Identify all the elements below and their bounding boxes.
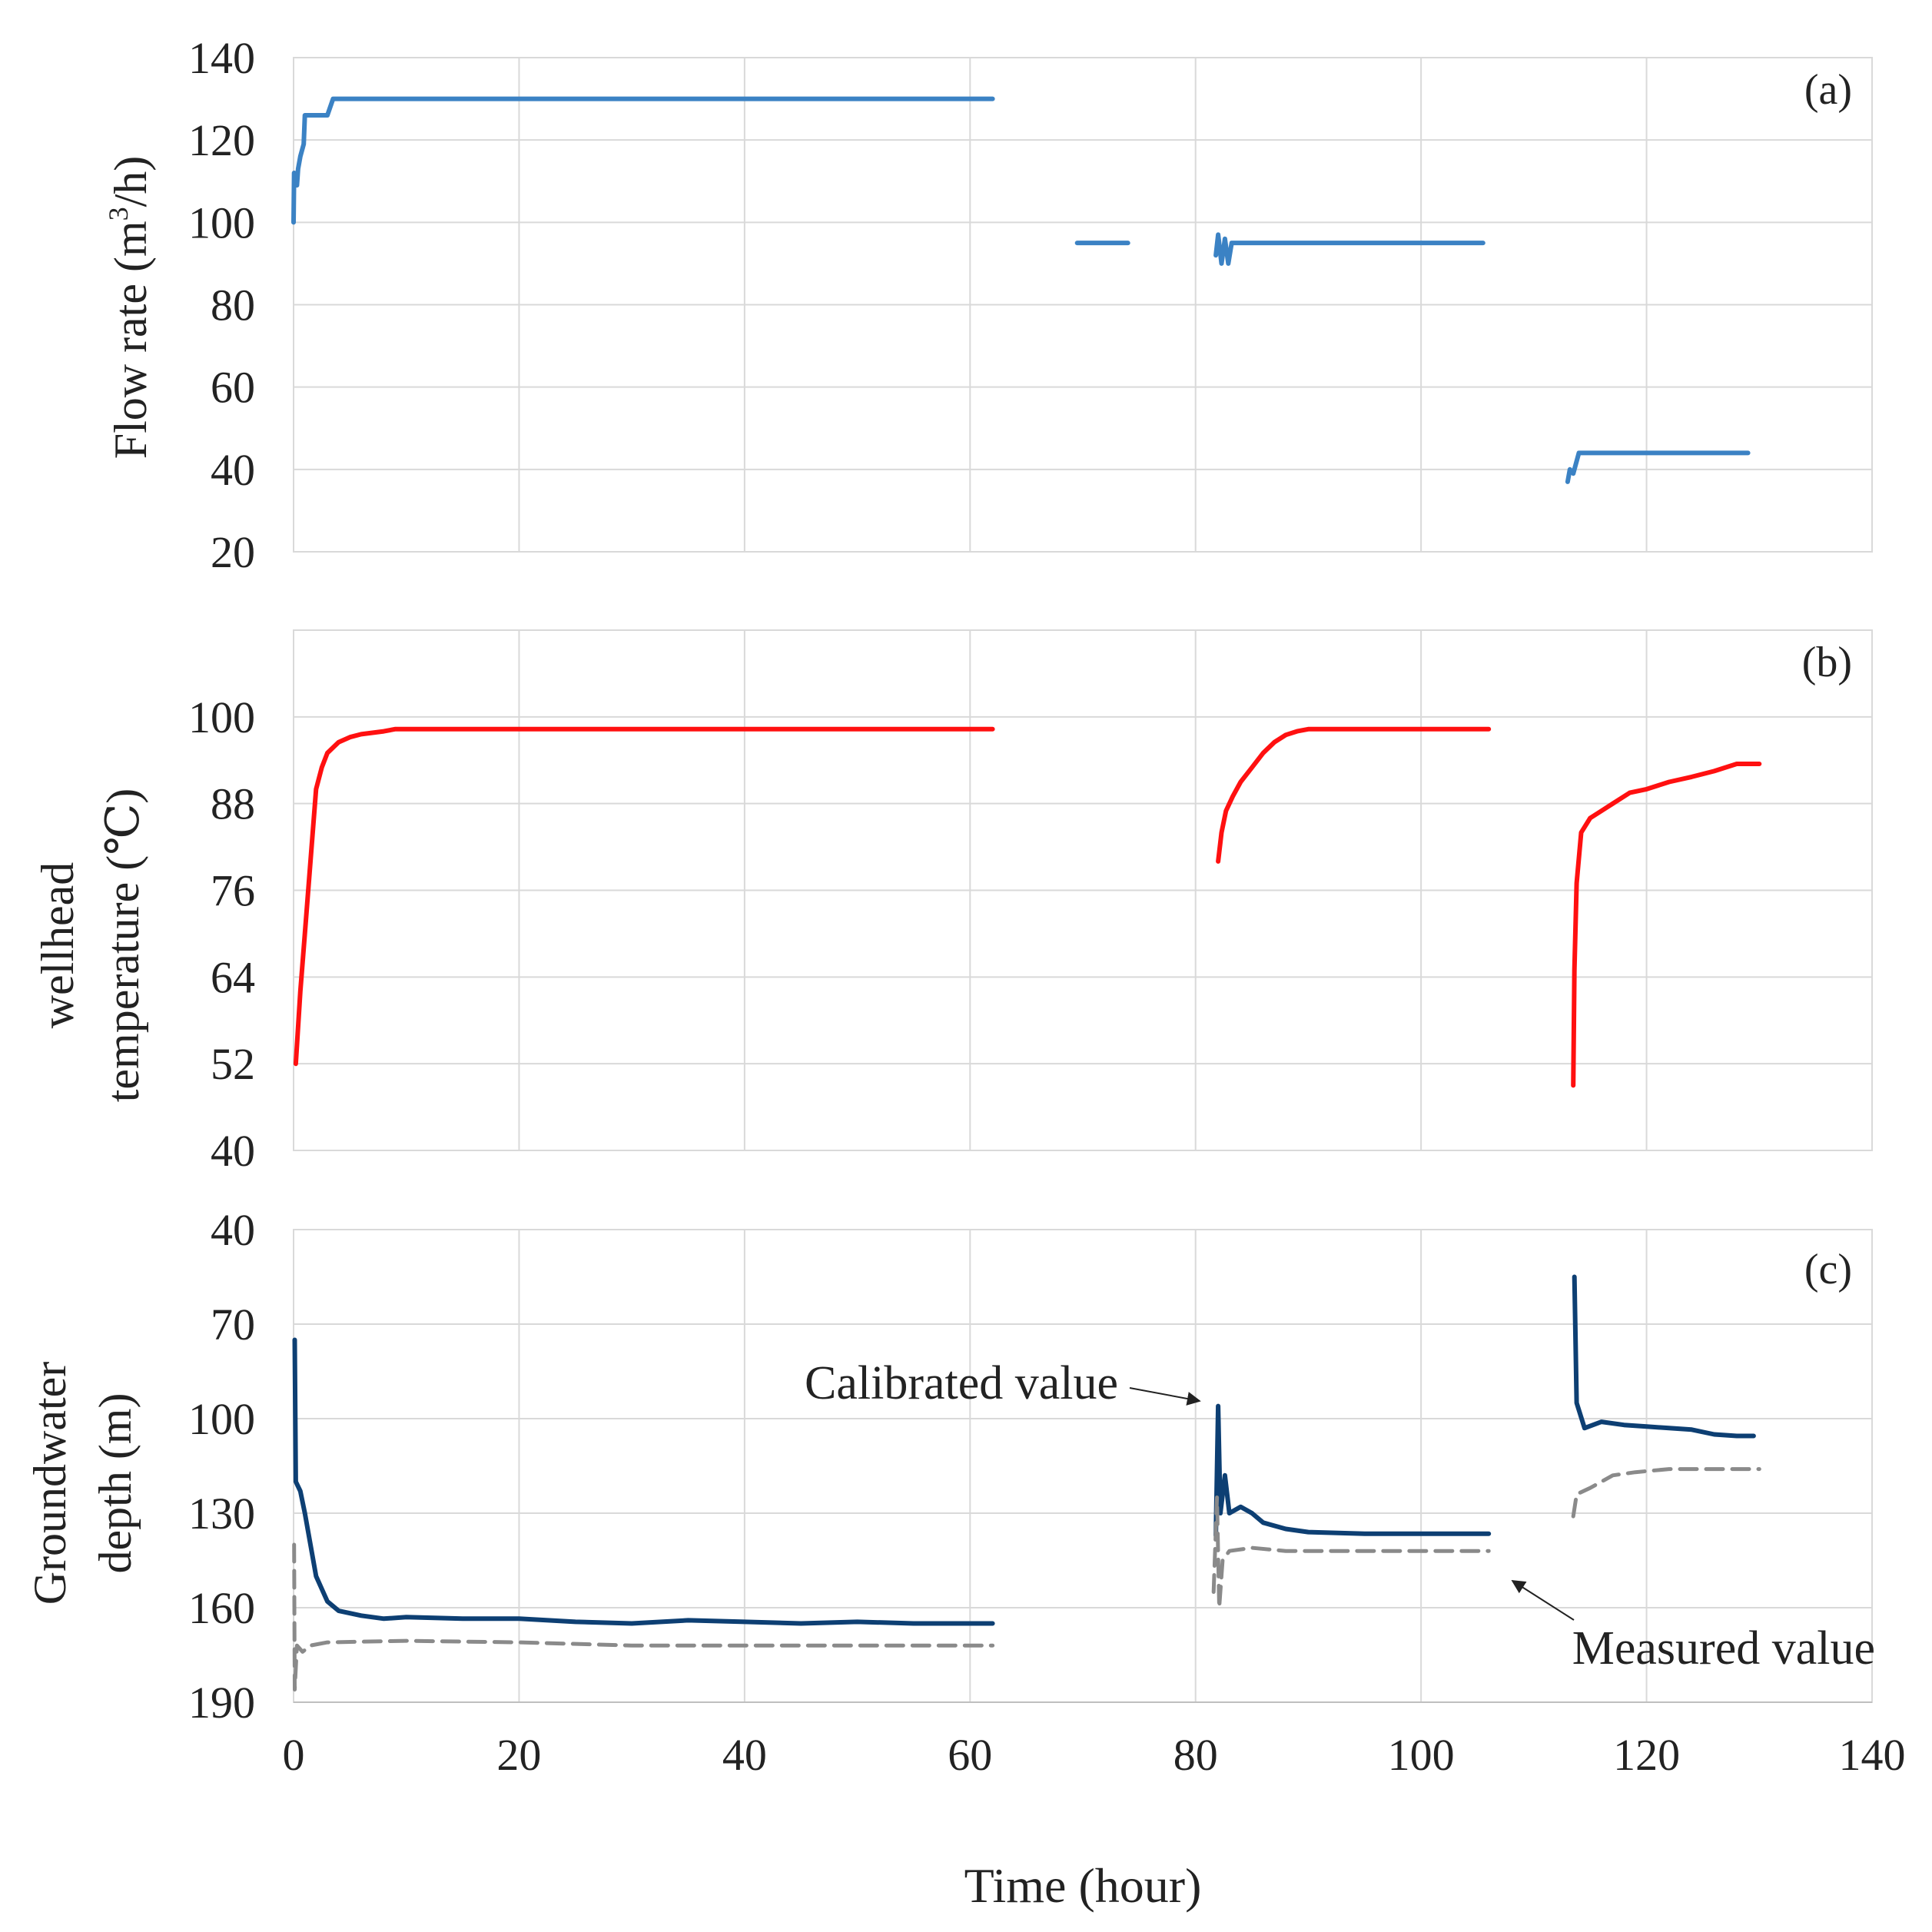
panel-a-flow-rate: 20 40 60 80 100 120 140 (a) Flow rate (m3/h) xyxy=(103,33,1873,577)
panel-a-tag: (a) xyxy=(1804,66,1852,114)
series-line-measured-value xyxy=(1571,1467,1761,1519)
panel-b-wellhead-temperature: 40 52 64 76 88 100 (b) wellhead temperature (… xyxy=(32,629,1873,1176)
y-tick-label: 88 xyxy=(211,779,255,829)
annotation-calibrated-arrow xyxy=(1129,1387,1201,1406)
series-line-measured-value xyxy=(292,1542,995,1692)
series-line-wellhead-temperature xyxy=(1571,762,1762,1088)
x-tick-label: 40 xyxy=(722,1730,767,1780)
y-tick-label: 140 xyxy=(188,33,255,83)
annotation-measured-value: Measured value xyxy=(1572,1622,1875,1675)
y-tick-label: 120 xyxy=(188,115,255,165)
y-tick-label: 64 xyxy=(211,952,255,1002)
series-line-flow-rate xyxy=(291,96,995,225)
y-tick-label: 80 xyxy=(211,281,255,330)
panel-c-series xyxy=(292,1274,1761,1692)
series-line-flow-rate xyxy=(1213,232,1486,266)
panel-c-y-ticks: 40 70 100 130 160 190 xyxy=(188,1205,255,1728)
annotation-measured-arrow xyxy=(1511,1580,1575,1621)
series-line-calibrated-value xyxy=(292,1337,995,1626)
x-tick-label: 80 xyxy=(1173,1730,1218,1780)
panel-b-y-axis-label-line2: temperature (℃) xyxy=(98,788,148,1103)
y-tick-label: 40 xyxy=(211,1205,255,1255)
panel-a-grid xyxy=(293,57,1873,553)
x-tick-label: 60 xyxy=(948,1730,992,1780)
panel-a-y-axis-label: Flow rate (m3/h) xyxy=(103,156,156,460)
y-tick-label: 40 xyxy=(211,1126,255,1176)
y-tick-label: 100 xyxy=(188,198,255,247)
y-tick-label: 160 xyxy=(188,1583,255,1633)
x-axis-ticks: 0 20 40 60 80 100 120 140 xyxy=(283,1730,1906,1780)
panel-c-y-axis-label-line1: Groundwater xyxy=(25,1362,75,1605)
panel-a-y-ticks: 20 40 60 80 100 120 140 xyxy=(188,33,255,577)
series-line-wellhead-temperature xyxy=(293,726,995,1067)
series-line-calibrated-value xyxy=(1572,1274,1756,1439)
y-tick-label: 100 xyxy=(188,692,255,742)
series-line-flow-rate xyxy=(1565,450,1751,484)
panel-b-series xyxy=(293,726,1762,1088)
panel-b-grid xyxy=(293,629,1873,1151)
y-tick-label: 20 xyxy=(211,527,255,577)
panel-b-tag: (b) xyxy=(1802,639,1852,686)
y-tick-label: 52 xyxy=(211,1039,255,1089)
x-tick-label: 100 xyxy=(1388,1730,1455,1780)
series-line-calibrated-value xyxy=(1213,1403,1492,1538)
series-line-wellhead-temperature xyxy=(1216,726,1492,864)
x-tick-label: 0 xyxy=(283,1730,305,1780)
annotation-calibrated-value: Calibrated value xyxy=(805,1357,1118,1409)
y-tick-label: 130 xyxy=(188,1489,255,1539)
series-line-measured-value xyxy=(1211,1495,1491,1610)
x-tick-label: 20 xyxy=(496,1730,541,1780)
panel-c-y-axis-label-line2: depth (m) xyxy=(90,1393,141,1574)
y-tick-label: 40 xyxy=(211,445,255,495)
y-tick-label: 60 xyxy=(211,363,255,413)
x-tick-label: 120 xyxy=(1613,1730,1680,1780)
y-tick-label: 70 xyxy=(211,1300,255,1349)
panel-b-y-ticks: 40 52 64 76 88 100 xyxy=(188,692,255,1176)
y-tick-label: 100 xyxy=(188,1394,255,1444)
panel-c-tag: (c) xyxy=(1804,1246,1852,1293)
panel-b-y-axis-label-line1: wellhead xyxy=(32,862,83,1029)
x-tick-label: 140 xyxy=(1839,1730,1906,1780)
x-axis-label: Time (hour) xyxy=(964,1858,1202,1913)
panel-a-series xyxy=(291,96,1751,484)
y-tick-label: 76 xyxy=(211,866,255,916)
y-tick-label: 190 xyxy=(188,1678,255,1728)
